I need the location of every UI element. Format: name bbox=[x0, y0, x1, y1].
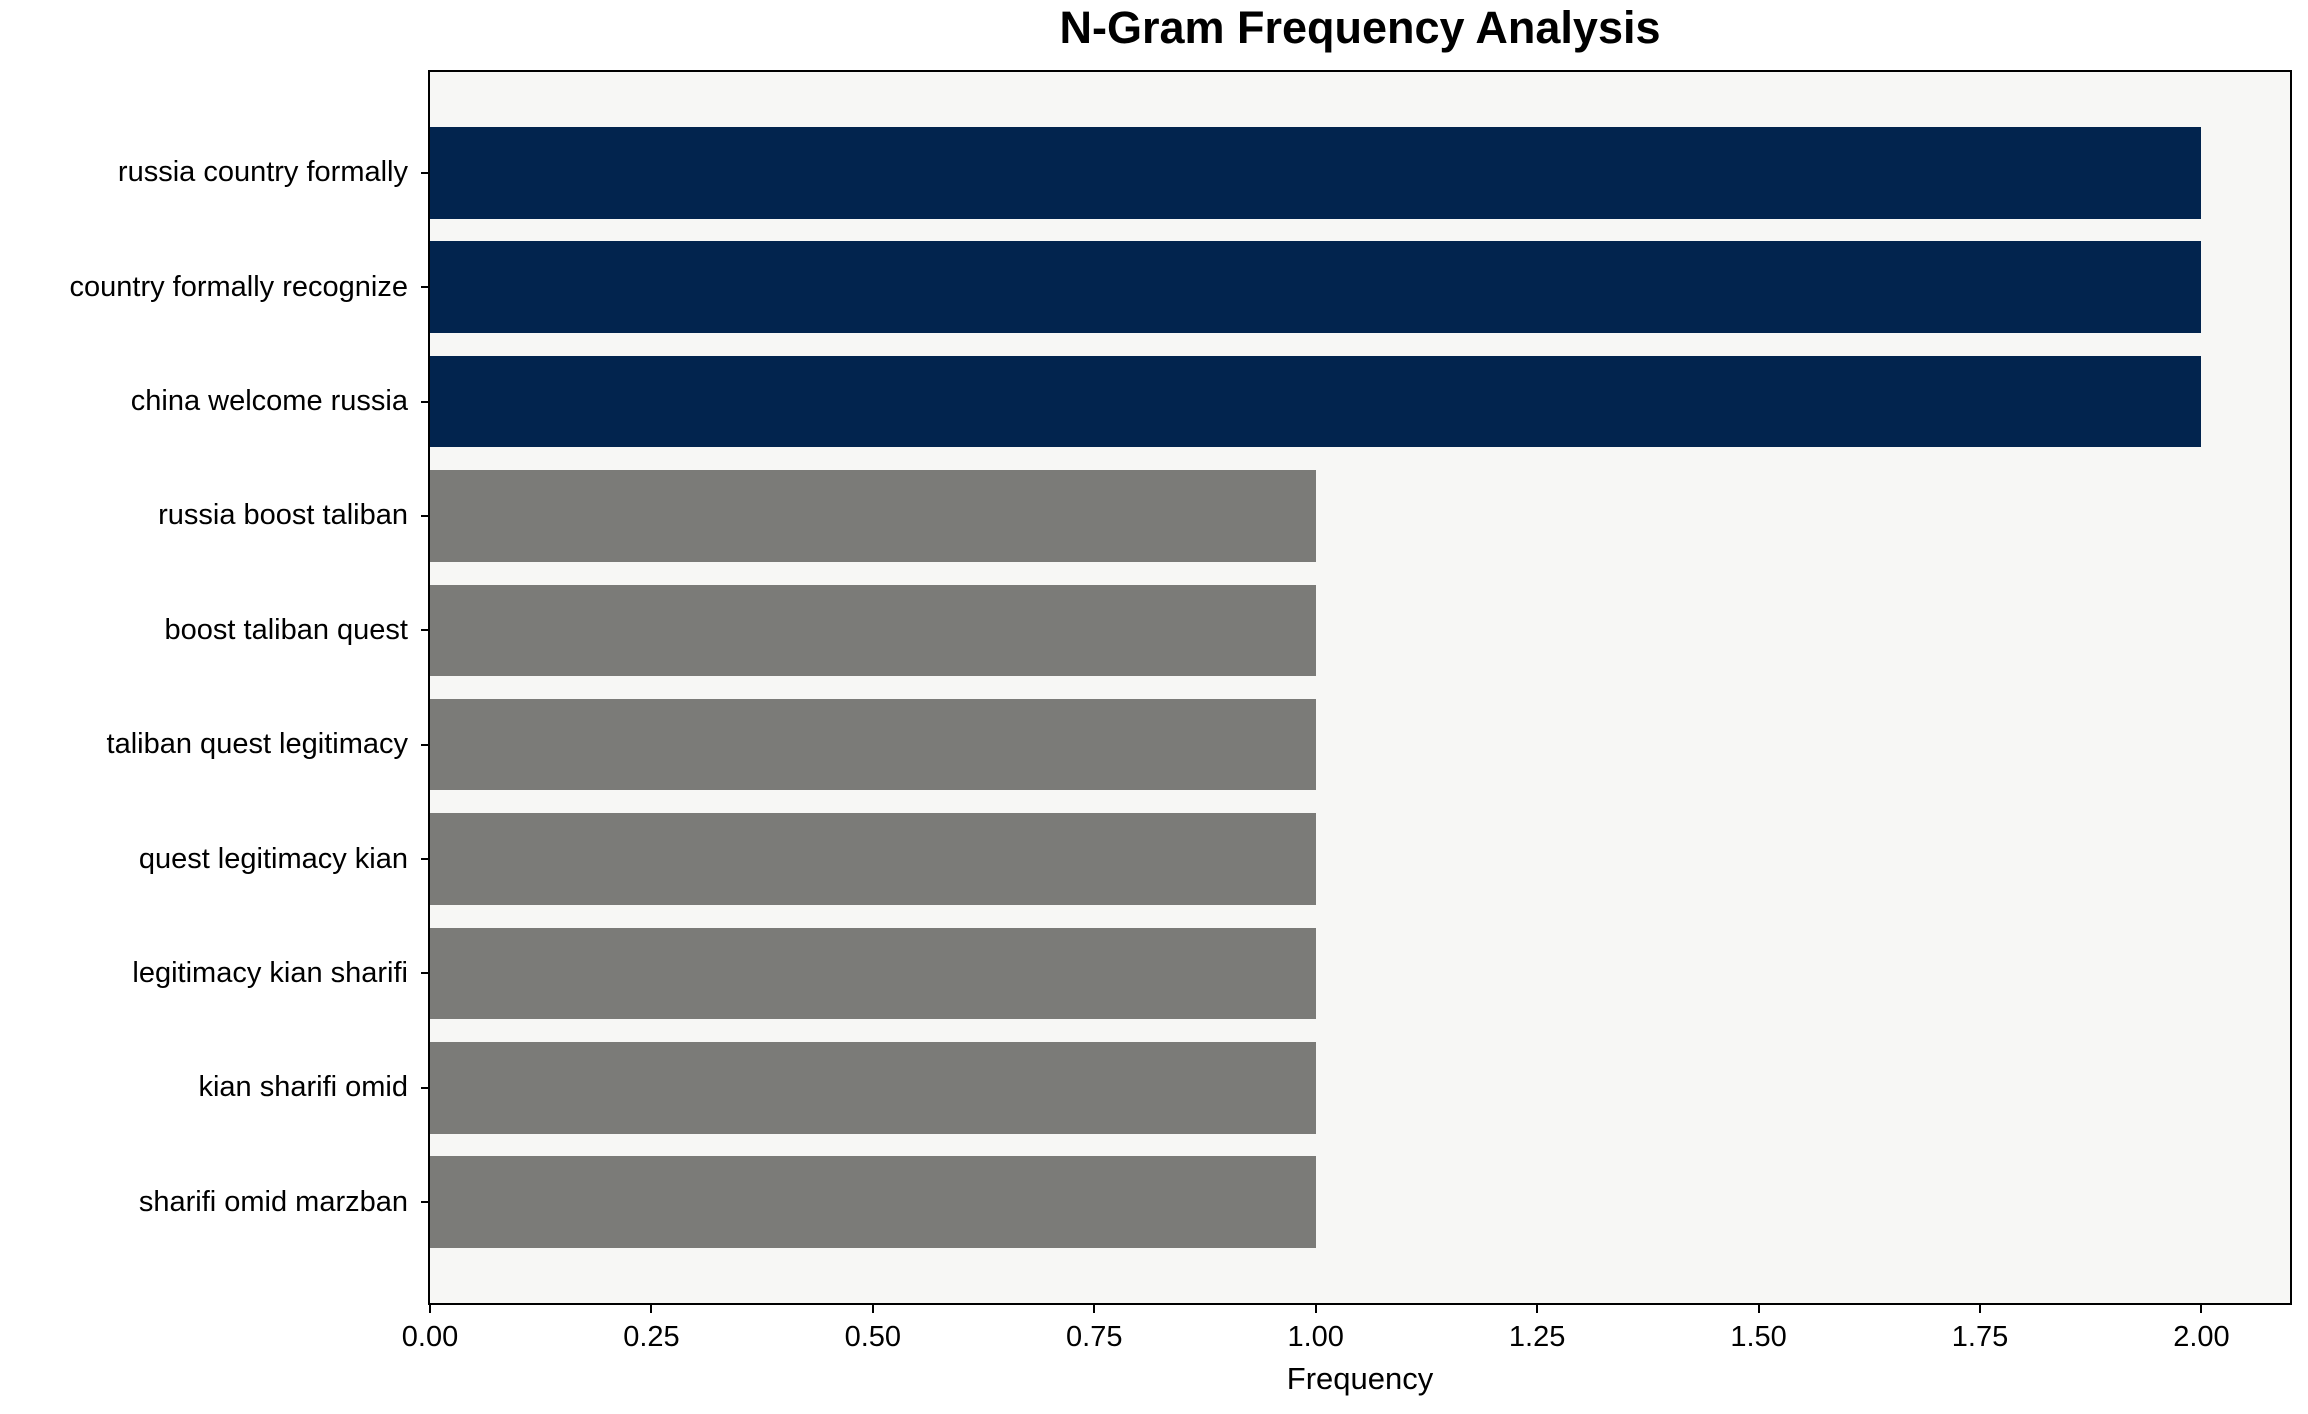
bar bbox=[430, 698, 1316, 791]
x-tick-label: 1.75 bbox=[1951, 1321, 2009, 1353]
y-tick-mark bbox=[421, 171, 430, 174]
y-tick-mark bbox=[421, 858, 430, 861]
bar bbox=[430, 470, 1316, 562]
y-tick-label: russia boost taliban bbox=[158, 499, 408, 532]
x-tick-mark bbox=[2200, 1303, 2203, 1313]
y-tick-label: russia country formally bbox=[117, 156, 408, 189]
y-tick-mark bbox=[421, 743, 430, 746]
y-tick-mark bbox=[421, 286, 430, 289]
x-tick-label: 0.75 bbox=[1066, 1321, 1123, 1353]
bar bbox=[430, 1156, 1316, 1248]
bar bbox=[430, 927, 1316, 1020]
x-tick-mark bbox=[1536, 1303, 1539, 1313]
y-tick-label: sharifi omid marzban bbox=[138, 1185, 408, 1218]
x-tick-label: 1.25 bbox=[1508, 1321, 1566, 1353]
y-tick-mark bbox=[421, 629, 430, 632]
y-tick-label: kian sharifi omid bbox=[198, 1071, 408, 1104]
chart-title: N-Gram Frequency Analysis bbox=[1059, 2, 1661, 53]
y-tick-label: china welcome russia bbox=[130, 385, 408, 418]
y-tick-mark bbox=[421, 972, 430, 975]
bar bbox=[430, 127, 2202, 219]
bar bbox=[430, 584, 1316, 677]
x-axis-title: Frequency bbox=[1286, 1361, 1434, 1396]
y-tick-mark bbox=[421, 1086, 430, 1089]
y-tick-label: quest legitimacy kian bbox=[138, 842, 408, 875]
x-tick-mark bbox=[1757, 1303, 1760, 1313]
y-tick-label: boost taliban quest bbox=[164, 613, 408, 646]
y-tick-label: country formally recognize bbox=[69, 270, 408, 303]
x-tick-label: 0.50 bbox=[844, 1321, 902, 1353]
y-tick-mark bbox=[421, 400, 430, 403]
x-tick-mark bbox=[1314, 1303, 1317, 1313]
x-tick-label: 1.50 bbox=[1730, 1321, 1787, 1353]
x-tick-mark bbox=[1979, 1303, 1981, 1313]
bar bbox=[430, 355, 2202, 448]
x-tick-mark bbox=[871, 1303, 874, 1313]
y-tick-mark bbox=[421, 1201, 430, 1204]
y-tick-label: taliban quest legitimacy bbox=[106, 728, 408, 761]
x-tick-label: 0.25 bbox=[623, 1321, 680, 1353]
x-tick-label: 0.00 bbox=[401, 1321, 459, 1353]
bar bbox=[430, 1042, 1316, 1134]
bar bbox=[430, 241, 2202, 333]
x-tick-label: 1.00 bbox=[1287, 1321, 1344, 1353]
x-tick-label: 2.00 bbox=[2173, 1321, 2230, 1353]
x-tick-mark bbox=[650, 1303, 653, 1313]
plot-area bbox=[428, 70, 2292, 1305]
x-tick-mark bbox=[429, 1303, 431, 1313]
y-tick-label: legitimacy kian sharifi bbox=[132, 956, 408, 989]
bar bbox=[430, 813, 1316, 905]
x-tick-mark bbox=[1093, 1303, 1096, 1313]
y-tick-mark bbox=[421, 514, 430, 517]
